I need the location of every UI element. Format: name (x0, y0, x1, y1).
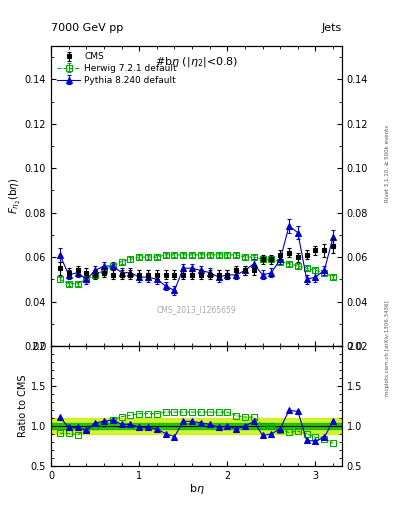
Text: #b$\eta$ ($|\eta_2|$<0.8): #b$\eta$ ($|\eta_2|$<0.8) (155, 55, 238, 69)
Text: Jets: Jets (321, 23, 342, 33)
Text: CMS_2013_I1265659: CMS_2013_I1265659 (157, 306, 236, 314)
Legend: CMS, Herwig 7.2.1 default, Pythia 8.240 default: CMS, Herwig 7.2.1 default, Pythia 8.240 … (55, 51, 179, 87)
Text: Rivet 3.1.10, ≥ 500k events: Rivet 3.1.10, ≥ 500k events (385, 125, 389, 202)
Y-axis label: $F_{\eta_2}$(b$\eta$): $F_{\eta_2}$(b$\eta$) (7, 178, 22, 215)
Text: 7000 GeV pp: 7000 GeV pp (51, 23, 123, 33)
Y-axis label: Ratio to CMS: Ratio to CMS (18, 375, 28, 437)
Text: mcplots.cern.ch [arXiv:1306.3436]: mcplots.cern.ch [arXiv:1306.3436] (385, 301, 389, 396)
X-axis label: b$\eta$: b$\eta$ (189, 482, 204, 496)
